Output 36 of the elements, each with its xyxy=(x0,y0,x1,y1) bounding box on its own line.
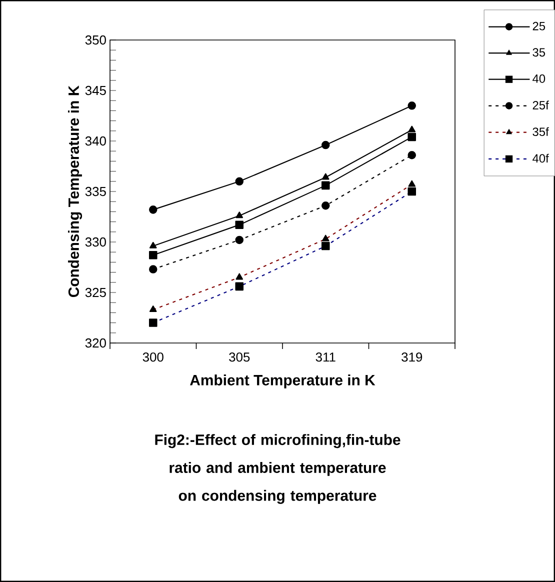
point xyxy=(148,265,158,274)
y-tick-label: 330 xyxy=(85,237,106,247)
x-tick-label: 319 xyxy=(402,352,422,362)
point xyxy=(408,126,416,132)
y-tick-label: 345 xyxy=(85,86,106,96)
point xyxy=(321,140,330,150)
legend-label: 25f xyxy=(532,100,549,110)
point xyxy=(235,220,244,229)
legend-label: 35f xyxy=(532,127,549,136)
point xyxy=(408,102,416,110)
point xyxy=(322,173,330,180)
x-axis-title: Ambient Temperature in K xyxy=(190,374,376,388)
caption: Fig2:-Effect of microfining,fin-tube ratio and ambient temperature on condensing temperature xyxy=(155,434,400,504)
point xyxy=(321,181,330,190)
point xyxy=(149,242,157,248)
x-tick-label: 311 xyxy=(316,352,336,362)
legend-label: 25 xyxy=(532,22,546,30)
point xyxy=(235,236,244,244)
y-tick-label: 340 xyxy=(85,136,106,146)
legend-label: 40f xyxy=(532,154,549,163)
point xyxy=(236,212,244,218)
point xyxy=(408,132,416,142)
point xyxy=(321,202,330,210)
legend-label: 40 xyxy=(532,74,546,83)
legend-label: 35 xyxy=(532,48,546,57)
y-tick-label: 325 xyxy=(85,288,106,298)
point xyxy=(235,177,244,186)
point xyxy=(148,250,158,260)
point xyxy=(148,206,158,214)
y-tick-label: 350 xyxy=(85,35,106,45)
x-tick-label: 305 xyxy=(229,352,250,362)
y-axis-title: Condensing Temperature in K xyxy=(68,85,82,298)
y-tick-label: 335 xyxy=(85,186,106,196)
x-tick-label: 300 xyxy=(142,352,164,362)
point xyxy=(408,151,416,160)
y-tick-label: 320 xyxy=(85,338,106,348)
